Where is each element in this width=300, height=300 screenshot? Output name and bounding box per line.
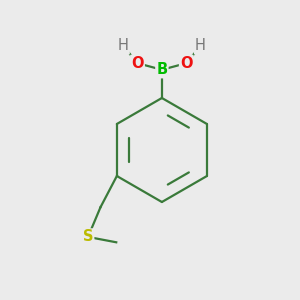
- Text: H: H: [118, 38, 129, 53]
- Text: H: H: [195, 38, 206, 53]
- Text: S: S: [83, 230, 93, 244]
- Text: O: O: [131, 56, 144, 71]
- Text: B: B: [156, 62, 167, 77]
- Text: O: O: [180, 56, 193, 71]
